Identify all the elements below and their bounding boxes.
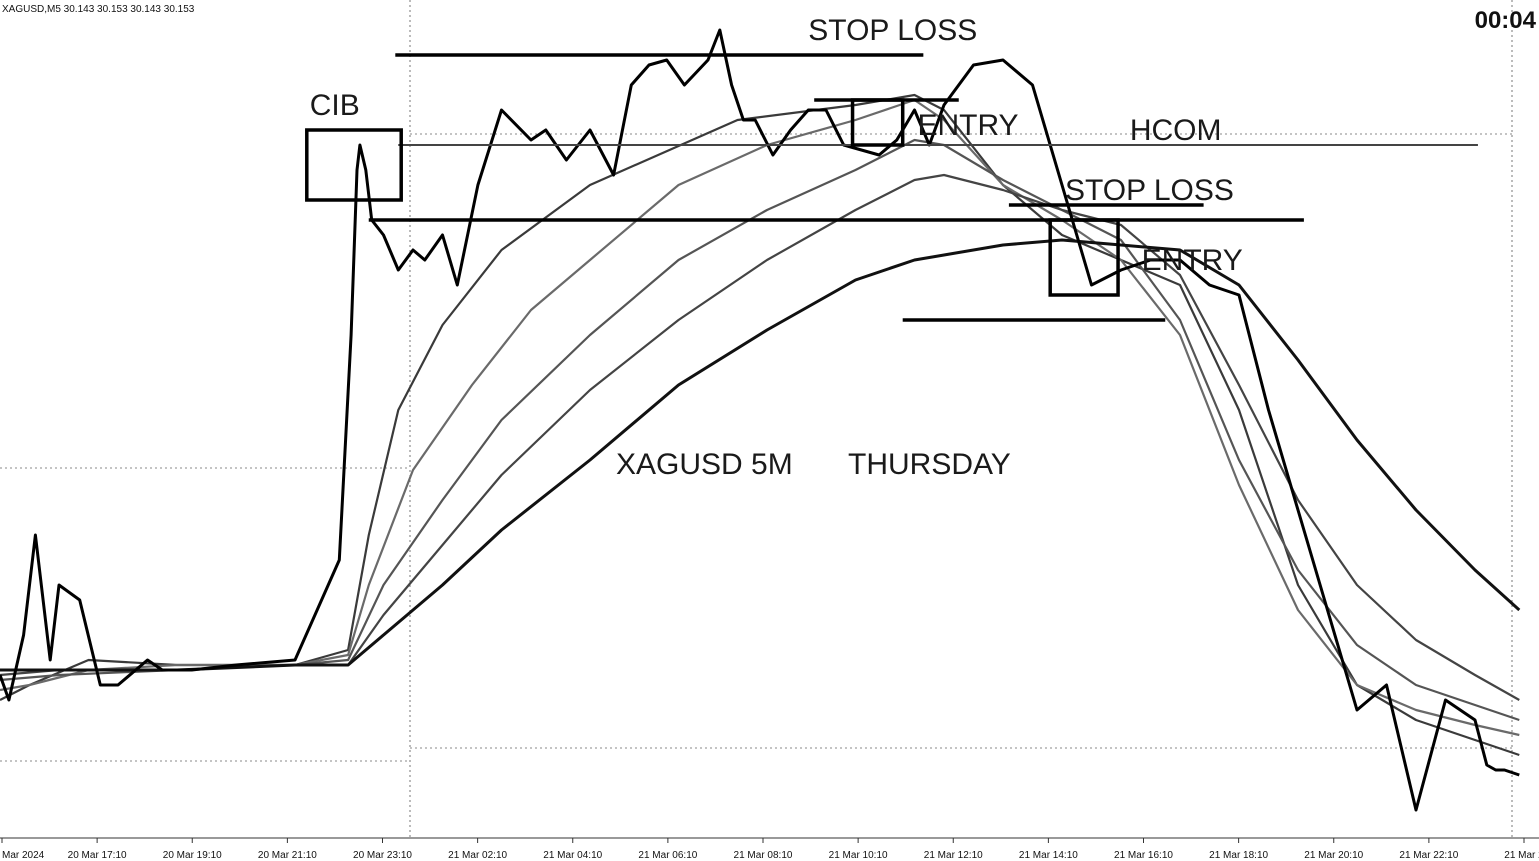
entry-2-label: ENTRY: [1142, 244, 1243, 277]
hcom-label: HCOM: [1130, 114, 1222, 147]
chart-title-annotation: XAGUSD 5M: [616, 448, 793, 481]
price-line: [0, 28, 1520, 812]
cib-label: CIB: [310, 89, 360, 122]
x-tick-label: 21 Mar 10:10: [829, 850, 888, 861]
x-tick-label: 21 Mar 18:10: [1209, 850, 1268, 861]
x-tick-label: 21 Mar 2: [1504, 850, 1539, 861]
x-tick-label: 21 Mar 02:10: [448, 850, 507, 861]
entry-2-box: [1048, 218, 1120, 297]
stop-loss-1-label: STOP LOSS: [808, 14, 977, 47]
x-tick-label: 21 Mar 06:10: [638, 850, 697, 861]
cib-box: [305, 128, 403, 202]
x-tick-label: 21 Mar 12:10: [924, 850, 983, 861]
x-tick-label: 20 Mar 19:10: [163, 850, 222, 861]
entry-1-box: [850, 98, 905, 147]
x-tick-label: 20 Mar 21:10: [258, 850, 317, 861]
moving-average-5: [0, 238, 1521, 672]
x-tick-label: 21 Mar 08:10: [734, 850, 793, 861]
moving-average-3: [0, 138, 1520, 722]
stop-loss-2-label: STOP LOSS: [1065, 174, 1234, 207]
x-tick-label: 20 Mar 17:10: [68, 850, 127, 861]
x-tick-label: 21 Mar 14:10: [1019, 850, 1078, 861]
x-tick-label: 21 Mar 16:10: [1114, 850, 1173, 861]
x-tick-label: 20 Mar 23:10: [353, 850, 412, 861]
x-tick-label: 21 Mar 22:10: [1399, 850, 1458, 861]
symbol-header: XAGUSD,M5 30.143 30.153 30.143 30.153: [2, 4, 195, 15]
countdown-timer: 00:04: [1475, 7, 1537, 34]
entry-1-label: ENTRY: [917, 109, 1018, 142]
x-tick-label: Mar 2024: [2, 850, 45, 861]
x-tick-label: 21 Mar 04:10: [543, 850, 602, 861]
x-tick-label: 21 Mar 20:10: [1304, 850, 1363, 861]
day-annotation: THURSDAY: [848, 448, 1011, 481]
